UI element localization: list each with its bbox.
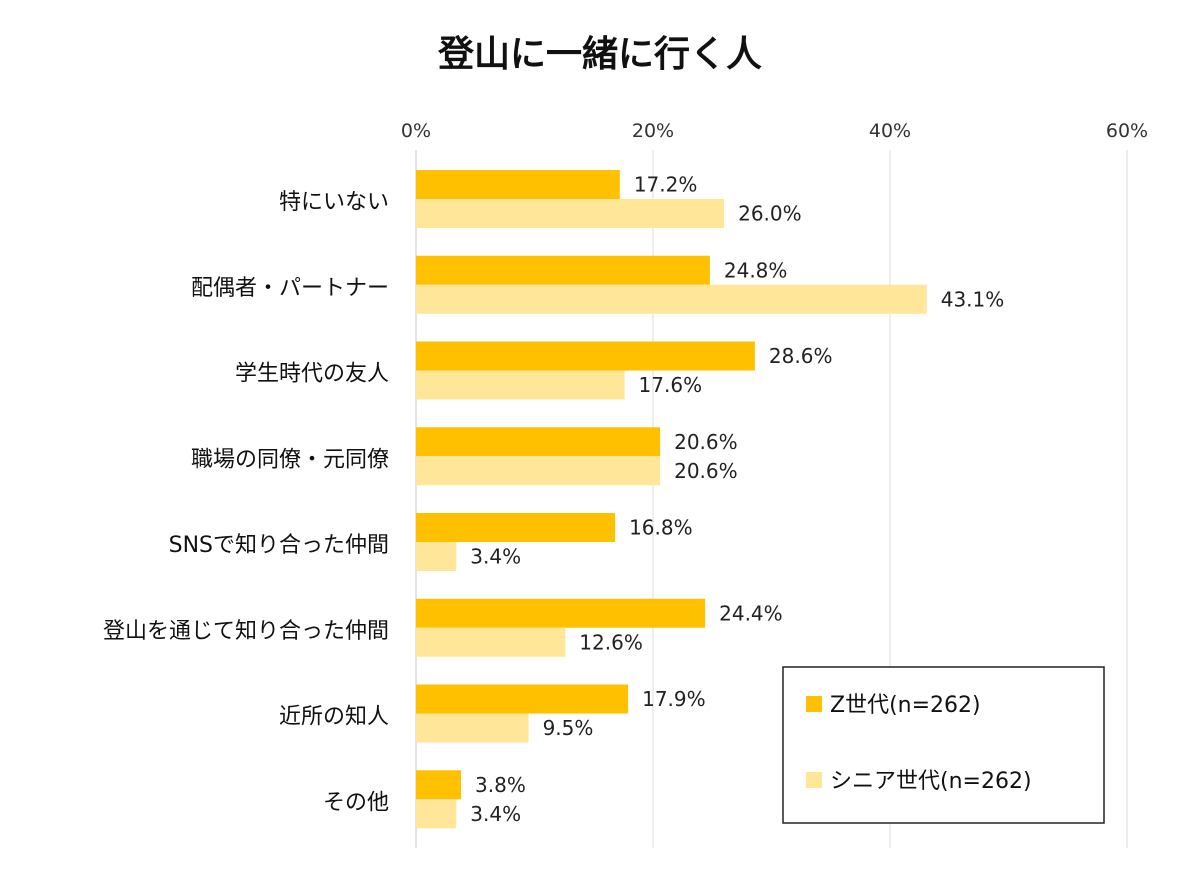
- legend: Z世代(n=262) シニア世代(n=262): [782, 666, 1105, 824]
- value-label: 20.6%: [674, 459, 738, 483]
- category-label: 職場の同僚・元同僚: [191, 447, 389, 472]
- bar-senior-generation: [416, 799, 457, 829]
- category-label: その他: [323, 790, 389, 815]
- legend-label-z-generation: Z世代(n=262): [830, 693, 981, 718]
- bar-z-generation: [416, 598, 706, 628]
- bar-senior-generation: [416, 284, 927, 314]
- category-label: SNSで知り合った仲間: [169, 533, 389, 558]
- value-label: 17.6%: [639, 373, 703, 397]
- bar-senior-generation: [416, 456, 661, 486]
- value-label: 12.6%: [579, 630, 643, 654]
- x-tick-label: 40%: [869, 120, 911, 142]
- bar-z-generation: [416, 513, 616, 542]
- bar-z-generation: [416, 341, 755, 371]
- chart-title: 登山に一緒に行く人: [437, 34, 762, 75]
- category-label: 近所の知人: [279, 705, 389, 730]
- value-label: 26.0%: [738, 202, 802, 226]
- category-label: 登山を通じて知り合った仲間: [103, 619, 389, 644]
- bar-z-generation: [416, 427, 661, 457]
- bar-senior-generation: [416, 370, 625, 400]
- value-label: 43.1%: [941, 287, 1005, 311]
- value-label: 24.8%: [724, 258, 788, 282]
- bar-senior-generation: [416, 713, 529, 743]
- bar-z-generation: [416, 170, 620, 199]
- bar-senior-generation: [416, 627, 566, 657]
- category-label: 特にいない: [279, 190, 389, 215]
- value-labels: 17.2% 26.0% 24.8% 43.1% 28.6% 17.6% 20.6% 20.6%…: [470, 173, 1004, 826]
- bars: [416, 170, 927, 829]
- x-tick-label: 0%: [401, 120, 431, 142]
- value-label: 17.9%: [642, 687, 706, 711]
- value-label: 3.8%: [475, 773, 526, 797]
- bar-senior-generation: [416, 542, 457, 571]
- value-label: 3.4%: [470, 802, 521, 826]
- legend-label-senior-generation: シニア世代(n=262): [830, 769, 1032, 794]
- x-tick-label: 20%: [632, 120, 674, 142]
- value-label: 9.5%: [543, 716, 594, 740]
- legend-swatch-z-generation: [806, 696, 822, 712]
- legend-swatch-senior-generation: [806, 772, 822, 788]
- legend-box: [782, 666, 1105, 824]
- bar-senior-generation: [416, 199, 725, 228]
- value-label: 28.6%: [769, 344, 833, 368]
- bar-z-generation: [416, 770, 462, 800]
- value-label: 3.4%: [470, 545, 521, 569]
- category-label: 学生時代の友人: [235, 362, 389, 387]
- bar-z-generation: [416, 255, 710, 285]
- value-label: 16.8%: [629, 516, 693, 540]
- bar-z-generation: [416, 684, 629, 714]
- x-tick-label: 60%: [1106, 120, 1148, 142]
- value-label: 24.4%: [719, 601, 783, 625]
- value-label: 17.2%: [634, 173, 698, 197]
- x-tick-labels: 0% 20% 40% 60%: [401, 120, 1148, 142]
- category-label: 配偶者・パートナー: [191, 276, 389, 301]
- value-label: 20.6%: [674, 430, 738, 454]
